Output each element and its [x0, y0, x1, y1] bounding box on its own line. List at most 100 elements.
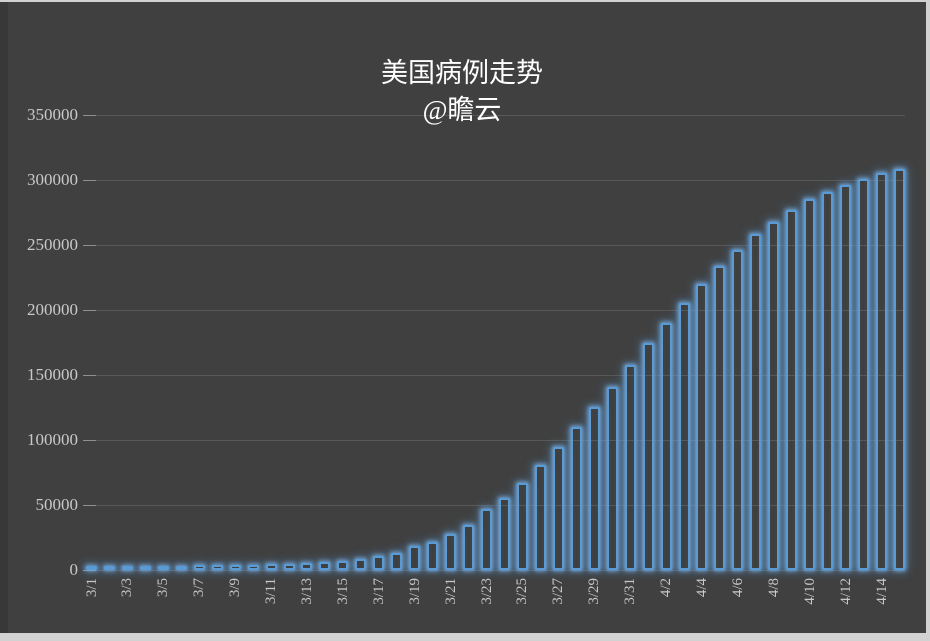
x-axis-label: 4/2 [658, 578, 675, 598]
chart-subtitle: @瞻云 [422, 95, 502, 125]
bar [840, 185, 852, 570]
bar [463, 525, 475, 570]
x-axis-label: 3/17 [370, 578, 387, 605]
x-axis-label: 3/21 [442, 578, 459, 605]
x-axis-label: 3/1 [83, 578, 100, 598]
bar [642, 343, 654, 570]
bar [265, 564, 277, 570]
bar [588, 407, 600, 570]
bar [211, 565, 223, 570]
bar [373, 555, 385, 570]
gridline [86, 180, 905, 181]
y-axis-tick [83, 310, 96, 311]
bar [337, 560, 349, 570]
bar [696, 283, 708, 570]
x-axis-label: 4/6 [729, 578, 746, 598]
bar [804, 199, 816, 570]
bar [660, 322, 672, 570]
bar [247, 564, 259, 570]
x-axis-label: 3/23 [478, 578, 495, 605]
frame-left-edge [0, 2, 8, 633]
y-axis-label: 250000 [27, 235, 78, 254]
x-axis-label: 3/29 [586, 578, 603, 605]
y-axis-tick [83, 505, 96, 506]
x-axis-label: 3/5 [155, 578, 172, 598]
bar [229, 565, 241, 570]
x-axis-label: 4/14 [873, 578, 890, 605]
bar [391, 553, 403, 570]
bar [157, 565, 169, 570]
bar [552, 447, 564, 570]
y-axis-label: 50000 [35, 495, 79, 514]
gridline [86, 245, 905, 246]
gridline [86, 115, 905, 116]
y-axis-label: 0 [69, 560, 79, 579]
y-axis-tick [83, 115, 96, 116]
bar [534, 464, 546, 570]
bar [86, 565, 97, 570]
bar [175, 565, 187, 570]
y-axis-tick [83, 245, 96, 246]
y-axis-tick [83, 440, 96, 441]
x-axis-label: 3/15 [334, 578, 351, 605]
bar [103, 565, 115, 570]
bar [624, 365, 636, 570]
bar [355, 559, 367, 570]
bar [822, 191, 834, 570]
bar [750, 234, 762, 570]
x-axis-label: 3/31 [622, 578, 639, 605]
bar [319, 562, 331, 570]
x-axis-label: 3/27 [550, 578, 567, 605]
y-axis-tick [83, 180, 96, 181]
x-axis-label: 4/4 [693, 578, 710, 598]
x-axis-label: 3/9 [227, 578, 244, 598]
gridline [86, 570, 905, 571]
x-axis-label: 4/12 [837, 578, 854, 605]
bar [121, 565, 133, 570]
x-axis-label: 3/13 [298, 578, 315, 605]
y-axis-label: 300000 [27, 170, 78, 189]
bar [858, 178, 870, 570]
bar [193, 565, 205, 570]
gridline [86, 310, 905, 311]
bar [786, 210, 798, 570]
chart-title: 美国病例走势 [381, 58, 543, 88]
y-axis-tick [83, 375, 96, 376]
gridline [86, 440, 905, 441]
bar [606, 386, 618, 570]
bar [409, 545, 421, 570]
bar [894, 169, 905, 570]
x-axis-label: 3/3 [119, 578, 136, 598]
x-axis-label: 3/11 [263, 578, 280, 605]
bar [768, 222, 780, 570]
y-axis-label: 150000 [27, 365, 78, 384]
bar [714, 265, 726, 570]
x-axis-label: 3/25 [514, 578, 531, 605]
bar [445, 534, 457, 570]
frame-top-edge [0, 0, 930, 2]
bar [678, 302, 690, 570]
chart-title-block: 美国病例走势 @瞻云 [312, 55, 612, 129]
y-axis-label: 350000 [27, 105, 78, 124]
bar [139, 565, 151, 570]
gridline [86, 505, 905, 506]
x-axis-label: 3/19 [406, 578, 423, 605]
bar [732, 249, 744, 570]
bar [516, 482, 528, 570]
bar [427, 541, 439, 570]
bar [283, 563, 295, 570]
y-axis-label: 200000 [27, 300, 78, 319]
frame-right-edge [926, 0, 930, 641]
bar [498, 497, 510, 570]
x-axis-label: 3/7 [191, 578, 208, 598]
gridline [86, 375, 905, 376]
y-axis-label: 100000 [27, 430, 78, 449]
bar [481, 508, 493, 570]
frame-bottom-edge [0, 633, 930, 641]
x-axis-label: 4/10 [801, 578, 818, 605]
bar [570, 426, 582, 570]
y-axis-tick [83, 570, 96, 571]
bar [301, 563, 313, 570]
x-axis-label: 4/8 [765, 578, 782, 598]
